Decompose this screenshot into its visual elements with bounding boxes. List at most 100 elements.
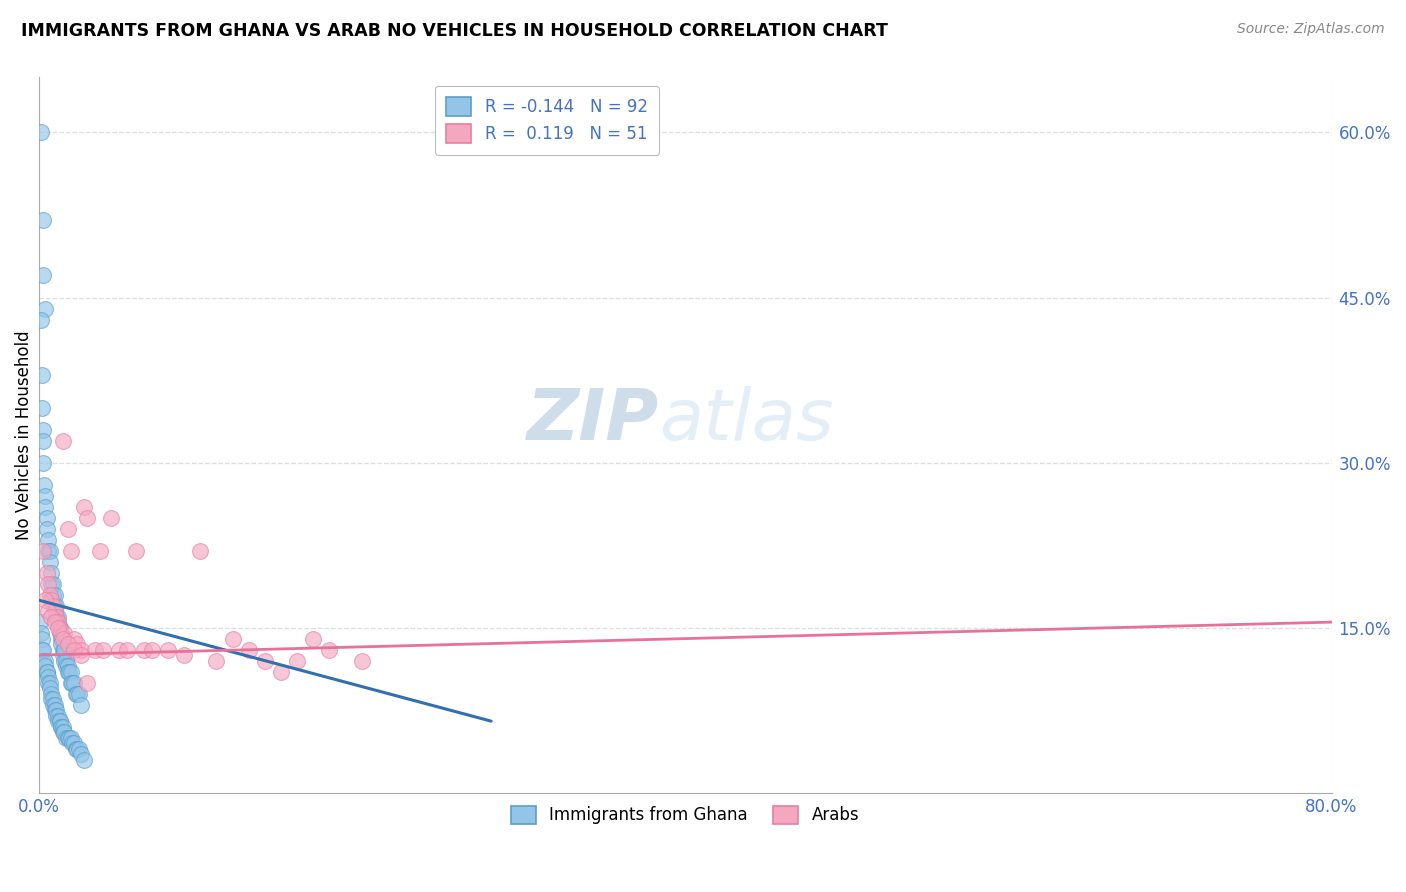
Point xyxy=(41,609,63,624)
Point xyxy=(30,626,52,640)
Point xyxy=(67,741,90,756)
Point xyxy=(55,654,77,668)
Point xyxy=(30,312,52,326)
Point xyxy=(34,654,56,668)
Point xyxy=(56,731,79,745)
Point xyxy=(38,555,60,569)
Point xyxy=(69,642,91,657)
Point xyxy=(188,543,211,558)
Point xyxy=(34,593,56,607)
Point xyxy=(76,510,98,524)
Point xyxy=(66,687,89,701)
Point xyxy=(46,708,69,723)
Point xyxy=(37,533,59,547)
Point xyxy=(34,659,56,673)
Point xyxy=(46,615,69,629)
Y-axis label: No Vehicles in Household: No Vehicles in Household xyxy=(15,330,32,540)
Point xyxy=(45,599,67,613)
Point xyxy=(32,642,55,657)
Point xyxy=(59,731,82,745)
Point xyxy=(48,714,70,728)
Point xyxy=(66,637,89,651)
Legend: Immigrants from Ghana, Arabs: Immigrants from Ghana, Arabs xyxy=(501,796,869,834)
Point xyxy=(132,642,155,657)
Point xyxy=(56,522,79,536)
Point xyxy=(45,703,67,717)
Point xyxy=(42,698,65,712)
Point xyxy=(100,510,122,524)
Point xyxy=(56,665,79,679)
Point xyxy=(45,609,67,624)
Point xyxy=(41,692,63,706)
Point xyxy=(141,642,163,657)
Point xyxy=(48,621,70,635)
Point xyxy=(52,725,75,739)
Point xyxy=(42,588,65,602)
Point xyxy=(31,401,53,415)
Point xyxy=(41,687,63,701)
Point xyxy=(35,566,58,580)
Point xyxy=(38,681,60,695)
Point xyxy=(124,543,146,558)
Point xyxy=(67,687,90,701)
Point xyxy=(53,725,76,739)
Point xyxy=(91,642,114,657)
Point xyxy=(53,642,76,657)
Point xyxy=(51,720,73,734)
Point xyxy=(51,626,73,640)
Point xyxy=(69,648,91,662)
Point xyxy=(44,604,66,618)
Point xyxy=(156,642,179,657)
Point xyxy=(42,599,65,613)
Point xyxy=(38,675,60,690)
Point xyxy=(37,675,59,690)
Point xyxy=(35,665,58,679)
Point xyxy=(318,642,340,657)
Point xyxy=(76,675,98,690)
Point xyxy=(52,434,75,448)
Point xyxy=(32,434,55,448)
Point xyxy=(73,753,96,767)
Point xyxy=(63,736,86,750)
Point xyxy=(52,720,75,734)
Point xyxy=(51,637,73,651)
Point xyxy=(45,708,67,723)
Point xyxy=(62,736,84,750)
Point xyxy=(30,125,52,139)
Point xyxy=(44,588,66,602)
Point xyxy=(34,500,56,514)
Point xyxy=(46,609,69,624)
Point xyxy=(270,665,292,679)
Point xyxy=(44,615,66,629)
Point xyxy=(31,632,53,646)
Point xyxy=(221,632,243,646)
Point xyxy=(253,654,276,668)
Point xyxy=(238,642,260,657)
Point xyxy=(69,747,91,761)
Point xyxy=(38,543,60,558)
Point xyxy=(52,648,75,662)
Point xyxy=(41,576,63,591)
Point xyxy=(69,698,91,712)
Point xyxy=(63,632,86,646)
Point xyxy=(35,510,58,524)
Point xyxy=(31,423,53,437)
Text: ZIP: ZIP xyxy=(527,386,659,455)
Point xyxy=(89,543,111,558)
Point xyxy=(65,687,87,701)
Point xyxy=(31,368,53,382)
Point xyxy=(53,654,76,668)
Point xyxy=(52,642,75,657)
Point xyxy=(51,720,73,734)
Point xyxy=(37,576,59,591)
Point xyxy=(302,632,325,646)
Point xyxy=(59,675,82,690)
Point xyxy=(32,456,55,470)
Point xyxy=(53,626,76,640)
Point xyxy=(38,588,60,602)
Point xyxy=(285,654,308,668)
Point xyxy=(35,522,58,536)
Point xyxy=(58,665,80,679)
Point xyxy=(58,731,80,745)
Point xyxy=(31,642,53,657)
